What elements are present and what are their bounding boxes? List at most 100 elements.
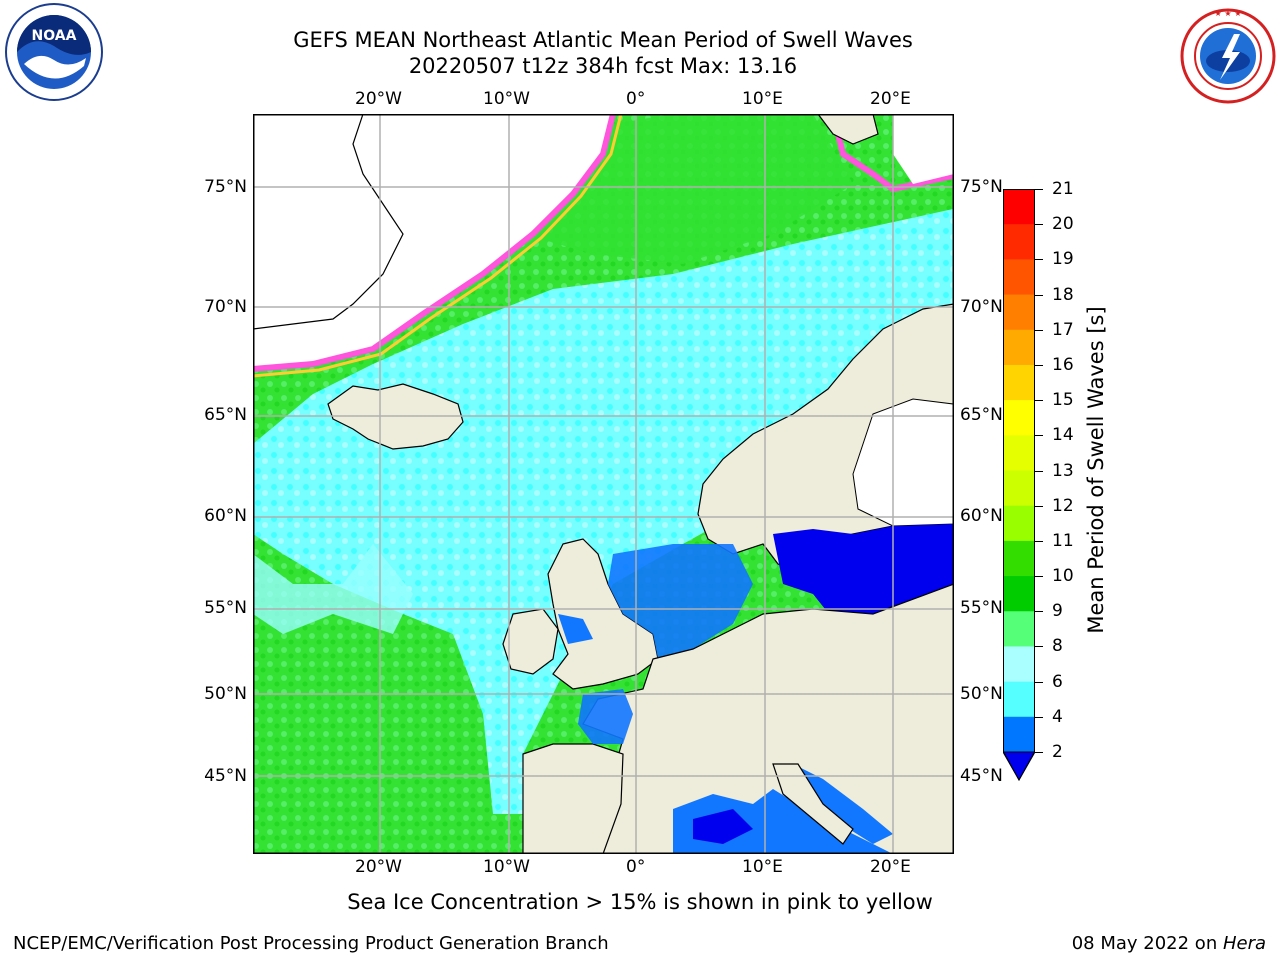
lon-label-top-20w: 20°W — [355, 89, 402, 109]
lon-label-top-0: 0° — [626, 89, 646, 109]
colorbar-svg — [1002, 189, 1036, 782]
colorbar-tick-label: 2 — [1052, 742, 1063, 762]
mediterranean-deep-blue — [693, 809, 753, 844]
baltic-swell-deep-blue — [773, 524, 954, 619]
colorbar-tick-mark — [1035, 505, 1043, 507]
italy — [772, 763, 854, 845]
colorbar-tick-mark — [1035, 716, 1043, 718]
lat-label-left-55n: 55°N — [204, 598, 247, 618]
colorbar-tick-mark — [1035, 364, 1043, 366]
lat-label-left-75n: 75°N — [204, 177, 247, 197]
lon-label-bottom-20e: 20°E — [870, 857, 911, 877]
colorbar-tick-mark — [1035, 752, 1043, 753]
colorbar-tick-mark — [1035, 576, 1043, 578]
lon-label-bottom-20w: 20°W — [355, 857, 402, 877]
footer-date-text: 08 May 2022 on — [1071, 933, 1223, 954]
sea-ice-note: Sea Ice Concentration > 15% is shown in … — [347, 890, 933, 914]
colorbar-tick-mark — [1035, 681, 1043, 683]
colorbar-tick-label: 13 — [1052, 460, 1074, 481]
chart-title: GEFS MEAN Northeast Atlantic Mean Period… — [293, 28, 913, 52]
map-frame — [253, 114, 954, 854]
colorbar-band — [1003, 400, 1035, 436]
colorbar-band — [1003, 470, 1035, 507]
north-sea-blue — [608, 544, 753, 659]
colorbar-under-triangle — [1002, 751, 1036, 782]
noaa-logo: NOAA — [4, 2, 104, 102]
colorbar-tick-mark — [1035, 259, 1043, 261]
colorbar-band — [1003, 224, 1035, 260]
colorbar-tick-label: 8 — [1052, 636, 1063, 657]
lon-label-bottom-10e: 10°E — [742, 857, 783, 877]
northeast-ice — [893, 114, 954, 184]
svalbard-ice-edge — [830, 113, 954, 193]
colorbar-band — [1003, 540, 1035, 577]
lat-label-left-65n: 65°N — [204, 405, 247, 425]
lat-label-left-70n: 70°N — [204, 297, 247, 317]
noaa-logo-text: NOAA — [32, 28, 77, 44]
lat-label-right-60n: 60°N — [960, 506, 1003, 526]
chart-subtitle: 20220507 t12z 384h fcst Max: 13.16 — [408, 54, 798, 78]
colorbar-label: Mean Period of Swell Waves [s] — [1084, 306, 1108, 634]
lat-label-right-50n: 50°N — [960, 684, 1003, 704]
colorbar-tick-mark — [1035, 540, 1043, 542]
colorbar-tick-mark — [1035, 294, 1043, 296]
colorbar — [1002, 189, 1036, 782]
lon-label-bottom-0: 0° — [626, 857, 646, 877]
colorbar-band — [1003, 364, 1035, 401]
colorbar-band — [1003, 329, 1035, 366]
colorbar-tick-mark — [1035, 400, 1043, 402]
lat-label-left-50n: 50°N — [204, 684, 247, 704]
great-britain — [547, 538, 659, 690]
footer-date: 08 May 2022 on Hera — [1072, 933, 1266, 954]
swell-field-cyan — [253, 209, 953, 814]
map-panel — [252, 113, 955, 855]
colorbar-tick-label: 15 — [1052, 390, 1074, 411]
iberia — [522, 743, 624, 855]
colorbar-tick-label: 4 — [1052, 706, 1063, 727]
lon-label-top-10w: 10°W — [483, 89, 530, 109]
colorbar-band — [1003, 435, 1035, 471]
colorbar-tick-mark — [1035, 435, 1043, 437]
lat-label-left-45n: 45°N — [204, 766, 247, 786]
colorbar-tick-label: 18 — [1052, 284, 1074, 305]
lon-label-bottom-10w: 10°W — [483, 857, 530, 877]
colorbar-tick-label: 11 — [1052, 530, 1074, 551]
adriatic-blue — [793, 764, 893, 844]
colorbar-tick-mark — [1035, 470, 1043, 472]
colorbar-tick-label: 20 — [1052, 214, 1074, 235]
colorbar-tick-mark — [1035, 189, 1043, 190]
colorbar-tick-label: 19 — [1052, 249, 1074, 270]
colorbar-band — [1003, 189, 1035, 225]
colorbar-tick-label: 16 — [1052, 354, 1074, 375]
sea-ice-edge-yellow — [252, 113, 623, 378]
lon-label-top-10e: 10°E — [742, 89, 783, 109]
colorbar-tick-mark — [1035, 329, 1043, 331]
colorbar-band — [1003, 681, 1035, 718]
colorbar-tick-mark — [1035, 646, 1043, 648]
colorbar-tick-mark — [1035, 611, 1043, 613]
irish-sea-blue — [558, 614, 593, 644]
lat-label-right-45n: 45°N — [960, 766, 1003, 786]
lat-label-right-75n: 75°N — [960, 177, 1003, 197]
colorbar-tick-label: 12 — [1052, 495, 1074, 516]
graticule — [253, 114, 954, 854]
nws-logo: ★ ★ ★ — [1178, 6, 1278, 106]
colorbar-band — [1003, 576, 1035, 612]
lat-label-right-70n: 70°N — [960, 297, 1003, 317]
swell-field-light-cyan — [253, 544, 413, 634]
lon-label-top-20e: 20°E — [870, 89, 911, 109]
footer-branch: NCEP/EMC/Verification Post Processing Pr… — [13, 933, 609, 954]
colorbar-band — [1003, 259, 1035, 296]
colorbar-tick-label: 6 — [1052, 671, 1063, 692]
footer-machine: Hera — [1222, 933, 1266, 954]
colorbar-frame — [1003, 189, 1035, 782]
sea-ice-edge — [252, 113, 616, 372]
colorbar-tick-mark — [1035, 224, 1043, 226]
colorbar-tick-label: 17 — [1052, 319, 1074, 340]
lat-label-right-55n: 55°N — [960, 598, 1003, 618]
colorbar-tick-label: 21 — [1052, 179, 1074, 199]
colorbar-tick-label: 9 — [1052, 601, 1063, 622]
colorbar-band — [1003, 716, 1035, 752]
lat-label-left-60n: 60°N — [204, 506, 247, 526]
svg-text:★ ★ ★: ★ ★ ★ — [1214, 9, 1241, 18]
